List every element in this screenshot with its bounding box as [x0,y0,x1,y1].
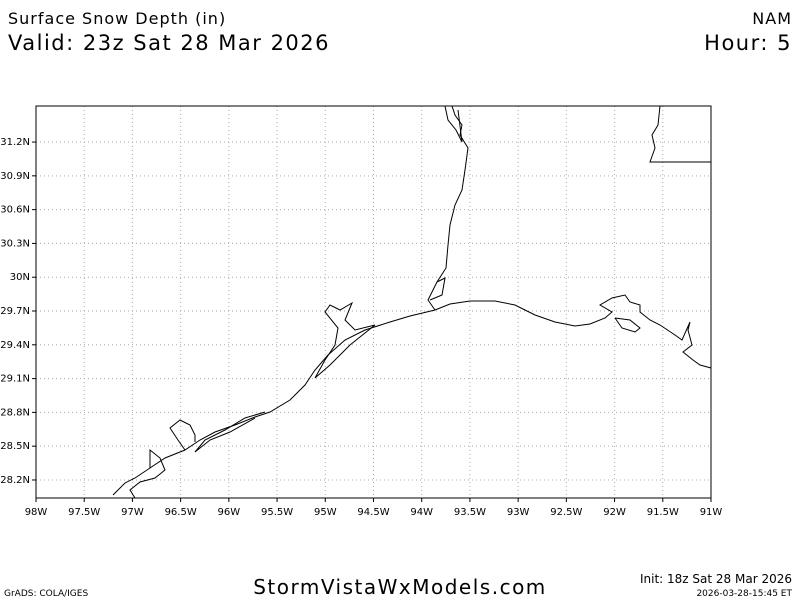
x-tick-label: 92.5W [550,507,582,518]
y-tick-label: 30.3N [0,238,30,249]
x-tick-label: 91.5W [647,507,679,518]
x-tick-label: 92W [603,507,626,518]
x-tick-label: 93.5W [454,507,486,518]
x-tick-label: 93W [507,507,530,518]
x-tick-label: 98W [25,507,48,518]
y-tick-label: 28.2N [0,475,30,486]
x-tick-label: 95W [314,507,337,518]
forecast-hour: Hour: 5 [704,31,792,55]
coastline [112,105,712,499]
x-tick-label: 94W [410,507,433,518]
y-tick-label: 31.2N [0,137,30,148]
y-tick-label: 29.7N [0,306,30,317]
x-tick-label: 91W [700,507,723,518]
y-tick-label: 28.5N [0,441,30,452]
x-tick-label: 97.5W [68,507,100,518]
x-tick-label: 94.5W [357,507,389,518]
valid-time: Valid: 23z Sat 28 Mar 2026 [8,31,330,55]
init-time: Init: 18z Sat 28 Mar 2026 [640,572,792,586]
title: Surface Snow Depth (in) [8,9,226,28]
site: StormVistaWxModels.com [253,575,547,599]
x-tick-label: 95.5W [261,507,293,518]
y-tick-label: 30.6N [0,205,30,216]
credit: GrADS: COLA/IGES [4,589,88,599]
y-tick-label: 28.8N [0,407,30,418]
y-tick-label: 29.1N [0,374,30,385]
y-tick-label: 30.9N [0,171,30,182]
model: NAM [752,9,792,28]
x-tick-label: 96.5W [165,507,197,518]
x-tick-label: 96W [218,507,241,518]
timestamp: 2026-03-28-15:45 ET [696,589,792,599]
map-frame [35,105,712,499]
x-tick-label: 97W [121,507,144,518]
y-tick-label: 30N [10,272,30,283]
y-tick-label: 29.4N [0,340,30,351]
